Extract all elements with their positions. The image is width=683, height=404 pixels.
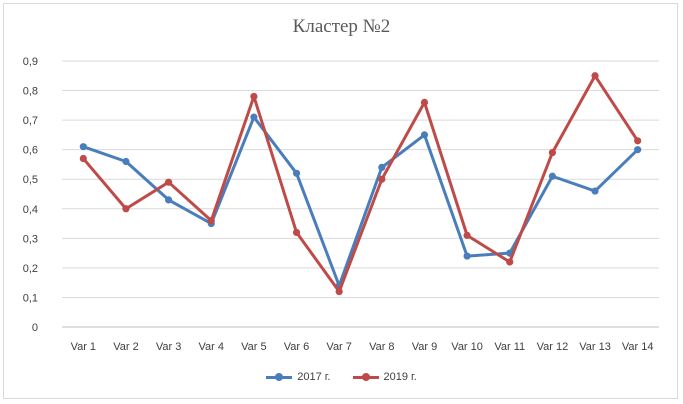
data-point (165, 196, 173, 204)
legend-label: 2019 г. (383, 371, 417, 383)
legend-marker (266, 372, 293, 382)
x-tick-label: Var 9 (412, 341, 437, 353)
data-point (378, 163, 386, 171)
gridlines (62, 60, 659, 328)
data-point (292, 169, 301, 177)
y-axis-ticks: 0 0,1 0,2 0,3 0,4 0,5 0,6 0,7 0,8 0,9 (23, 56, 38, 334)
legend-marker (352, 372, 379, 382)
series-1 (79, 72, 642, 296)
x-axis-ticks: Var 1 Var 2 Var 3 Var 4 Var 5 Var 6 Var 7 Var 8… (71, 341, 654, 353)
data-point (463, 252, 471, 260)
y-tick-label: 0 (32, 322, 38, 334)
x-tick-label: Var 14 (622, 341, 654, 353)
y-tick-label: 0,5 (23, 174, 38, 186)
data-point (591, 72, 599, 80)
data-point (420, 131, 429, 139)
x-tick-label: Var 1 (71, 341, 96, 353)
series-line (81, 74, 640, 294)
legend-item: 2019 г. (352, 371, 417, 383)
legend-label: 2017 г. (297, 371, 331, 383)
chart-frame (3, 3, 678, 399)
legend: 2017 г. 2019 г. (0, 368, 683, 386)
y-tick-label: 0,4 (23, 204, 38, 216)
y-tick-label: 0,2 (23, 263, 38, 275)
data-point (250, 92, 258, 101)
series-layer (79, 72, 642, 296)
series-0 (79, 113, 642, 290)
x-tick-label: Var 6 (284, 341, 309, 353)
x-tick-label: Var 7 (326, 341, 351, 353)
x-tick-label: Var 12 (537, 341, 569, 353)
y-tick-label: 0,8 (23, 86, 38, 98)
data-point (378, 175, 386, 183)
data-point (79, 154, 87, 163)
x-tick-label: Var 2 (113, 341, 138, 353)
y-tick-label: 0,3 (23, 233, 38, 245)
data-point (250, 113, 258, 121)
x-tick-label: Var 4 (199, 341, 224, 353)
y-tick-label: 0,7 (23, 115, 38, 127)
data-point (207, 217, 215, 225)
y-tick-label: 0,1 (23, 292, 38, 304)
chart-title: Кластер №2 (292, 16, 391, 37)
data-point (634, 146, 642, 154)
x-tick-label: Var 5 (241, 341, 266, 353)
y-tick-label: 0,9 (23, 56, 38, 68)
data-point (634, 137, 642, 145)
data-point (463, 231, 471, 239)
series-line (81, 115, 640, 288)
data-point (335, 287, 343, 296)
x-tick-label: Var 13 (579, 341, 611, 353)
data-point (122, 205, 130, 213)
x-tick-label: Var 10 (451, 341, 483, 353)
data-point (506, 258, 514, 266)
data-point (165, 178, 173, 186)
x-tick-label: Var 11 (494, 341, 525, 353)
data-point (548, 172, 556, 180)
y-tick-label: 0,6 (23, 145, 38, 157)
data-point (79, 143, 87, 151)
data-point (122, 157, 130, 166)
data-point (591, 187, 599, 195)
x-tick-label: Var 3 (156, 341, 181, 353)
legend-item: 2017 г. (266, 371, 331, 383)
data-point (292, 228, 301, 237)
data-point (420, 98, 429, 106)
data-point (548, 149, 556, 157)
x-tick-label: Var 8 (369, 341, 394, 353)
